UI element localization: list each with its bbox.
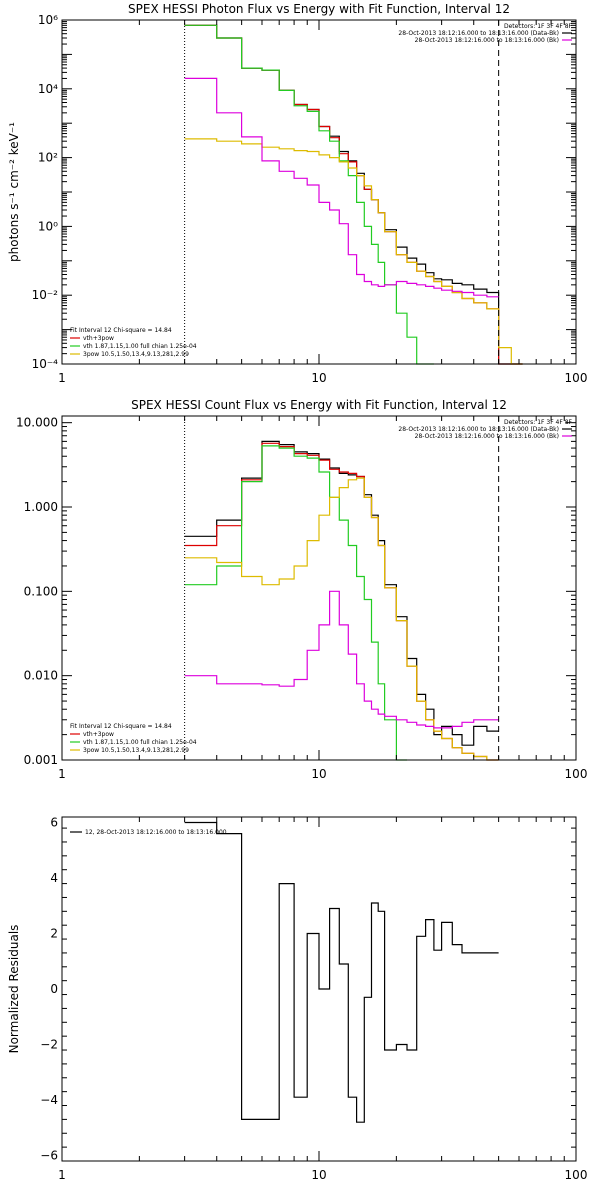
y-tick-label: 10.000 — [16, 416, 58, 430]
series-line-0 — [184, 24, 523, 365]
series-line-0 — [184, 440, 499, 746]
y-tick-label: 0.010 — [24, 669, 58, 683]
legend-header: Detectors: 1F 3F 4F 8F — [504, 23, 573, 30]
legend-item: 3pow 10.5,1.50,13.4,9.13,281,2.99 — [83, 351, 189, 358]
y-tick-label: 10⁰ — [38, 219, 58, 233]
series-line-1 — [184, 442, 499, 761]
series-line-4 — [184, 590, 499, 729]
legend-header: Fit Interval 12 Chi-square = 14.84 — [70, 327, 172, 334]
y-tick-label: 1.000 — [24, 500, 58, 514]
chart-title: SPEX HESSI Photon Flux vs Energy with Fi… — [128, 2, 510, 16]
legend-item: 28-Oct-2013 18:12:16.000 to 18:13:16.000… — [398, 426, 559, 433]
chart-panel-count: SPEX HESSI Count Flux vs Energy with Fit… — [16, 398, 587, 781]
chart-title: SPEX HESSI Count Flux vs Energy with Fit… — [131, 398, 507, 412]
legend-item: 12, 28-Oct-2013 18:12:16.000 to 18:13:16… — [85, 829, 227, 836]
y-tick-label: 10⁴ — [38, 82, 58, 96]
legend-item: vth+3pow — [83, 335, 114, 342]
chart-panel-resid: Normalized Residuals 1 10 100 −6 −4 −2 0 2 4 6 12, … — [7, 816, 587, 1182]
x-tick-label: 100 — [565, 767, 588, 781]
y-tick-label: 0.100 — [24, 584, 58, 598]
x-tick-label: 1 — [58, 1168, 66, 1182]
y-axis-label: photons s⁻¹ cm⁻² keV⁻¹ — [7, 122, 21, 262]
x-tick-label: 100 — [565, 371, 588, 385]
series-line-3 — [184, 138, 523, 365]
legend-item: vth 1.87,1.15,1.00 full chian 1.25e-04 — [83, 739, 197, 746]
y-tick-label: 2 — [50, 927, 58, 941]
y-tick-label: 10² — [38, 151, 58, 165]
legend-header: Detectors: 1F 3F 4F 8F — [504, 419, 573, 426]
y-tick-label: 10⁶ — [38, 13, 58, 27]
series-line-1 — [184, 24, 523, 365]
series-line-2 — [184, 445, 407, 761]
legend-item: 28-Oct-2013 18:12:16.000 to 18:13:16.000… — [415, 433, 559, 440]
y-tick-label: 4 — [50, 871, 58, 885]
x-tick-label: 1 — [58, 371, 66, 385]
x-tick-label: 1 — [58, 767, 66, 781]
y-tick-label: 0 — [50, 982, 58, 996]
y-tick-label: −4 — [40, 1093, 58, 1107]
y-tick-label: −6 — [40, 1148, 58, 1162]
series-line-4 — [184, 77, 499, 298]
series-line-2 — [184, 24, 434, 365]
legend-item: 28-Oct-2013 18:12:16.000 to 18:13:16.000… — [398, 30, 559, 37]
y-tick-label: 10⁻² — [32, 288, 59, 302]
y-tick-label: −2 — [40, 1037, 58, 1051]
legend-item: vth 1.87,1.15,1.00 full chian 1.25e-04 — [83, 343, 197, 350]
legend-header: Fit Interval 12 Chi-square = 14.84 — [70, 723, 172, 730]
legend-item: vth+3pow — [83, 731, 114, 738]
series-line-3 — [184, 477, 499, 761]
y-axis-label: Normalized Residuals — [7, 925, 21, 1054]
y-tick-label: 6 — [50, 816, 58, 830]
legend-item: 28-Oct-2013 18:12:16.000 to 18:13:16.000… — [415, 37, 559, 44]
x-tick-label: 10 — [311, 767, 326, 781]
y-tick-label: 0.001 — [24, 753, 58, 767]
x-tick-label: 10 — [311, 371, 326, 385]
chart-panel-photon: SPEX HESSI Photon Flux vs Energy with Fi… — [7, 2, 587, 385]
y-tick-label: 10⁻⁴ — [32, 357, 59, 371]
legend-item: 3pow 10.5,1.50,13.4,9.13,281,2.99 — [83, 747, 189, 754]
x-tick-label: 100 — [565, 1168, 588, 1182]
x-tick-label: 10 — [311, 1168, 326, 1182]
series-line-0 — [184, 821, 499, 1123]
